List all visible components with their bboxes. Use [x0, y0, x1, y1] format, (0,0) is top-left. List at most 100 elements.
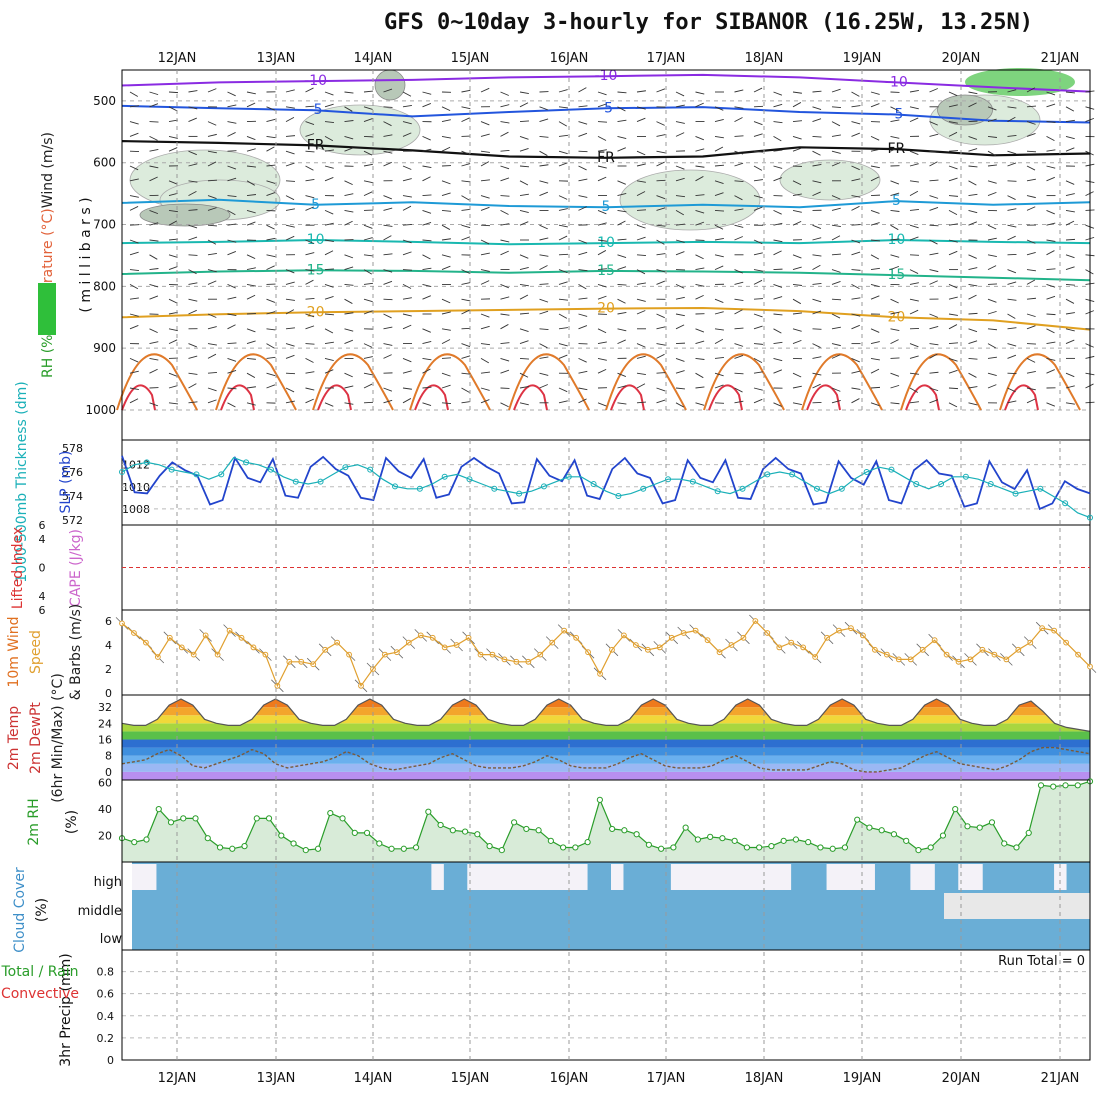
wind-barb: [519, 147, 529, 152]
isotherm-arc: [703, 353, 785, 411]
wind-barb: [656, 150, 666, 154]
wind-barb: [402, 387, 412, 390]
rh-point: [155, 805, 162, 813]
wind-barb: [285, 400, 295, 404]
wind-barb: [129, 297, 139, 300]
wind-barb: [578, 105, 588, 108]
isotherm-label: 15: [597, 263, 615, 279]
wind-barb: [422, 340, 432, 345]
wind-barb: [656, 372, 666, 374]
wind-barb: [597, 250, 607, 256]
wind-barb: [149, 283, 159, 288]
wind-barb: [851, 387, 861, 390]
wind-barb: [207, 387, 217, 392]
wind-barb: [636, 180, 646, 183]
wind-barb: [792, 402, 802, 405]
wind-barb: [948, 313, 958, 316]
rh-point: [1074, 782, 1081, 789]
wind-barb: [402, 297, 412, 300]
wind-barb: [383, 313, 392, 319]
wind-barb: [480, 121, 490, 126]
wind-barb: [734, 309, 743, 315]
wind-barb: [1046, 341, 1056, 345]
wind-barb: [695, 294, 704, 300]
wind-barb: [539, 191, 549, 197]
wind-barb: [792, 266, 802, 271]
thickness-point: [789, 471, 796, 478]
wind-barb: [305, 269, 315, 272]
wind-barb: [831, 400, 841, 404]
cloud-gap: [491, 864, 504, 890]
rh-point: [988, 819, 996, 826]
wind-barb: [480, 358, 490, 364]
wind-barb: [948, 239, 958, 243]
wind-barb: [773, 250, 782, 256]
wind-barb: [461, 180, 471, 183]
wind-barb: [675, 132, 685, 137]
thickness-point: [1062, 500, 1069, 507]
rh-point: [278, 832, 285, 839]
wind-barb: [890, 372, 900, 377]
wind-barb: [402, 357, 412, 363]
wind-barb: [656, 269, 666, 273]
wind-barb: [1065, 283, 1076, 286]
wind-barb: [597, 357, 607, 361]
wind-barb: [1007, 354, 1017, 359]
wind-barb: [851, 239, 861, 244]
wind-barb: [402, 223, 413, 226]
cloud-gap: [539, 864, 552, 890]
wind-barb: [597, 91, 607, 96]
wind-barb: [461, 401, 471, 404]
wind-barb: [812, 118, 822, 123]
isotherm-label: FR: [888, 141, 906, 157]
wind-barb: [636, 401, 647, 404]
wind-barb: [422, 135, 431, 141]
wind-barb: [1046, 313, 1056, 316]
wind-barb: [714, 265, 724, 271]
ylabel-slp: SLP (mb): [58, 450, 74, 513]
wind-barb: [812, 383, 821, 389]
isotherm-line: [121, 238, 1091, 246]
wind-barb: [753, 252, 763, 256]
wind-barb: [266, 328, 276, 331]
wind-barb: [831, 207, 841, 211]
date-label-top: 20JAN: [942, 51, 981, 66]
wind-barb: [422, 267, 432, 271]
wind-barb: [948, 104, 958, 108]
wind-barb: [188, 343, 198, 348]
rh-point: [314, 845, 322, 852]
wind-barb: [1065, 209, 1075, 213]
wind-barb: [987, 384, 997, 389]
wind-barb: [1046, 222, 1056, 226]
wind-barb: [402, 132, 412, 137]
wind-barb: [422, 357, 432, 361]
wind-barb: [1065, 180, 1075, 185]
wind-barb: [753, 121, 763, 126]
wind-barb: [168, 180, 178, 185]
wind-barb: [539, 283, 549, 285]
wind-barb: [968, 180, 977, 186]
y-tick-label: 600: [93, 156, 116, 170]
ylabel-precip: 3hr Precip (mm): [58, 953, 74, 1066]
rh-point: [363, 829, 371, 837]
rh-point: [327, 809, 334, 817]
wind-barb: [656, 387, 666, 392]
wind-barb: [168, 91, 179, 94]
wind-barb: [792, 135, 802, 140]
wind-barb: [363, 372, 373, 376]
wind-barb: [422, 239, 432, 242]
cloud-gap: [838, 864, 851, 890]
wind-barb: [207, 161, 217, 167]
ylabel-wind-1: 10m Wind: [6, 616, 22, 687]
wind-barb: [383, 161, 392, 167]
wind-barb: [344, 91, 354, 94]
wind-barb: [168, 372, 178, 377]
wind-barb: [597, 209, 607, 215]
series-line: [121, 456, 1091, 519]
rh-point: [903, 837, 910, 844]
wind-barb: [695, 148, 705, 152]
wind-barb: [578, 251, 588, 256]
wind-barb: [1026, 121, 1036, 125]
wind-barb: [539, 265, 548, 271]
wind-barb: [578, 87, 587, 93]
